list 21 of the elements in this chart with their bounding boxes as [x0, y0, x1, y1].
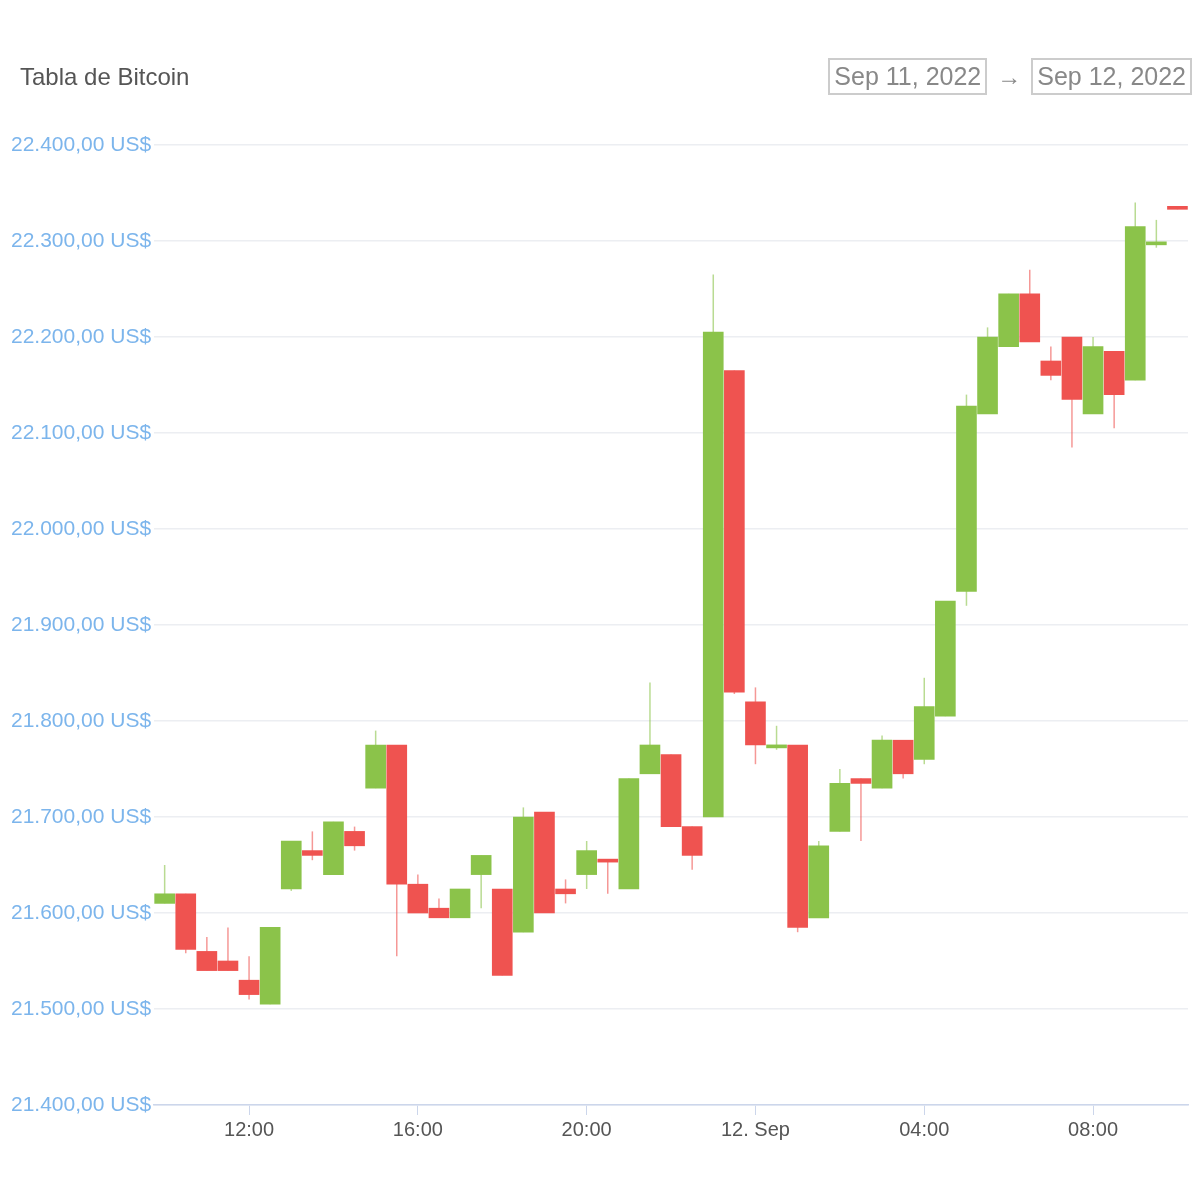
text: Sep 12, 2022	[1031, 58, 1192, 95]
x-tick-label: 12. Sep	[720, 1117, 790, 1140]
x-tick-label: 08:00	[1068, 1117, 1119, 1140]
y-tick-label: 21.900,00 US$	[11, 611, 152, 635]
y-tick-label: 22.400,00 US$	[11, 131, 152, 155]
chart-title: Tabla de Bitcoin	[20, 62, 190, 91]
x-tick-label: 20:00	[561, 1117, 612, 1140]
y-tick-label: 21.500,00 US$	[11, 995, 152, 1019]
y-tick-label: 22.300,00 US$	[11, 227, 152, 251]
y-tick-label: 21.700,00 US$	[11, 803, 152, 827]
text: Sep 11, 2022	[828, 58, 988, 95]
y-tick-label: 22.100,00 US$	[11, 419, 152, 443]
y-tick-label: 22.200,00 US$	[11, 323, 152, 347]
x-tick-label: 04:00	[899, 1117, 950, 1140]
y-tick-label: 22.000,00 US$	[11, 515, 152, 539]
text: →	[997, 62, 1022, 91]
y-tick-label: 21.400,00 US$	[11, 1091, 152, 1115]
y-tick-label: 21.800,00 US$	[11, 707, 152, 731]
x-tick-label: 12:00	[224, 1117, 275, 1140]
y-tick-label: 21.600,00 US$	[11, 899, 152, 923]
x-tick-label: 16:00	[392, 1117, 443, 1140]
